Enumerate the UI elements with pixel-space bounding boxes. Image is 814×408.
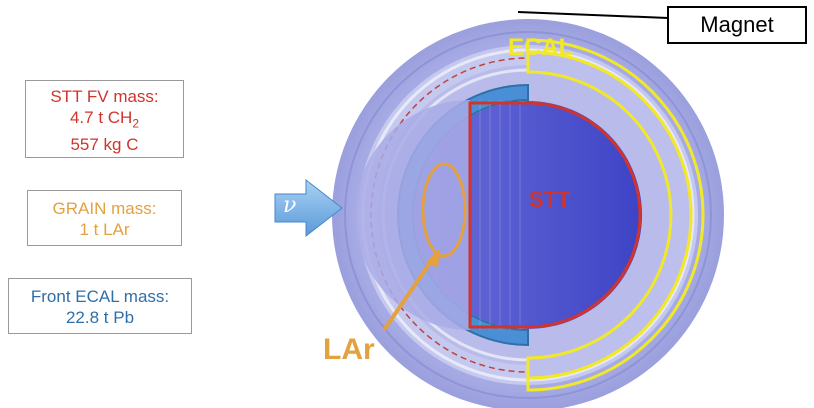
stt-mass-box: STT FV mass: 4.7 t CH2 557 kg C (25, 80, 184, 158)
grain-mass-box: GRAIN mass: 1 t LAr (27, 190, 182, 246)
grain-ellipse (421, 162, 467, 258)
stt-mass-carbon: 557 kg C (70, 135, 139, 155)
neutrino-symbol: ν (283, 193, 297, 218)
lar-label: LAr (323, 333, 375, 366)
magnet-label-box: Magnet (667, 6, 807, 44)
grain-mass-value: 1 t LAr (79, 220, 130, 239)
magnet-inner-ring (344, 31, 712, 399)
ecal-inner-outline (526, 50, 693, 380)
ecal-mass-title: Front ECAL mass: (30, 287, 170, 306)
neutrino-arrow (274, 178, 343, 238)
grain-mass-title: GRAIN mass: (52, 199, 157, 218)
magnet-pointer (517, 11, 669, 19)
lar-arrow-head (426, 248, 440, 268)
magnet-label: Magnet (700, 12, 774, 37)
stt-fv-outline (468, 101, 642, 329)
stt-label: STT (529, 187, 571, 212)
ecal-mass-value: 22.8 t Pb (65, 308, 135, 327)
ecal-label: ECAL (508, 34, 574, 61)
lar-arrow-line (382, 258, 434, 332)
stt-mass-ch2: 4.7 t CH2 (69, 108, 140, 131)
stt-mass-title: STT FV mass: (50, 87, 159, 106)
ecal-mass-box: Front ECAL mass: 22.8 t Pb (8, 278, 192, 334)
